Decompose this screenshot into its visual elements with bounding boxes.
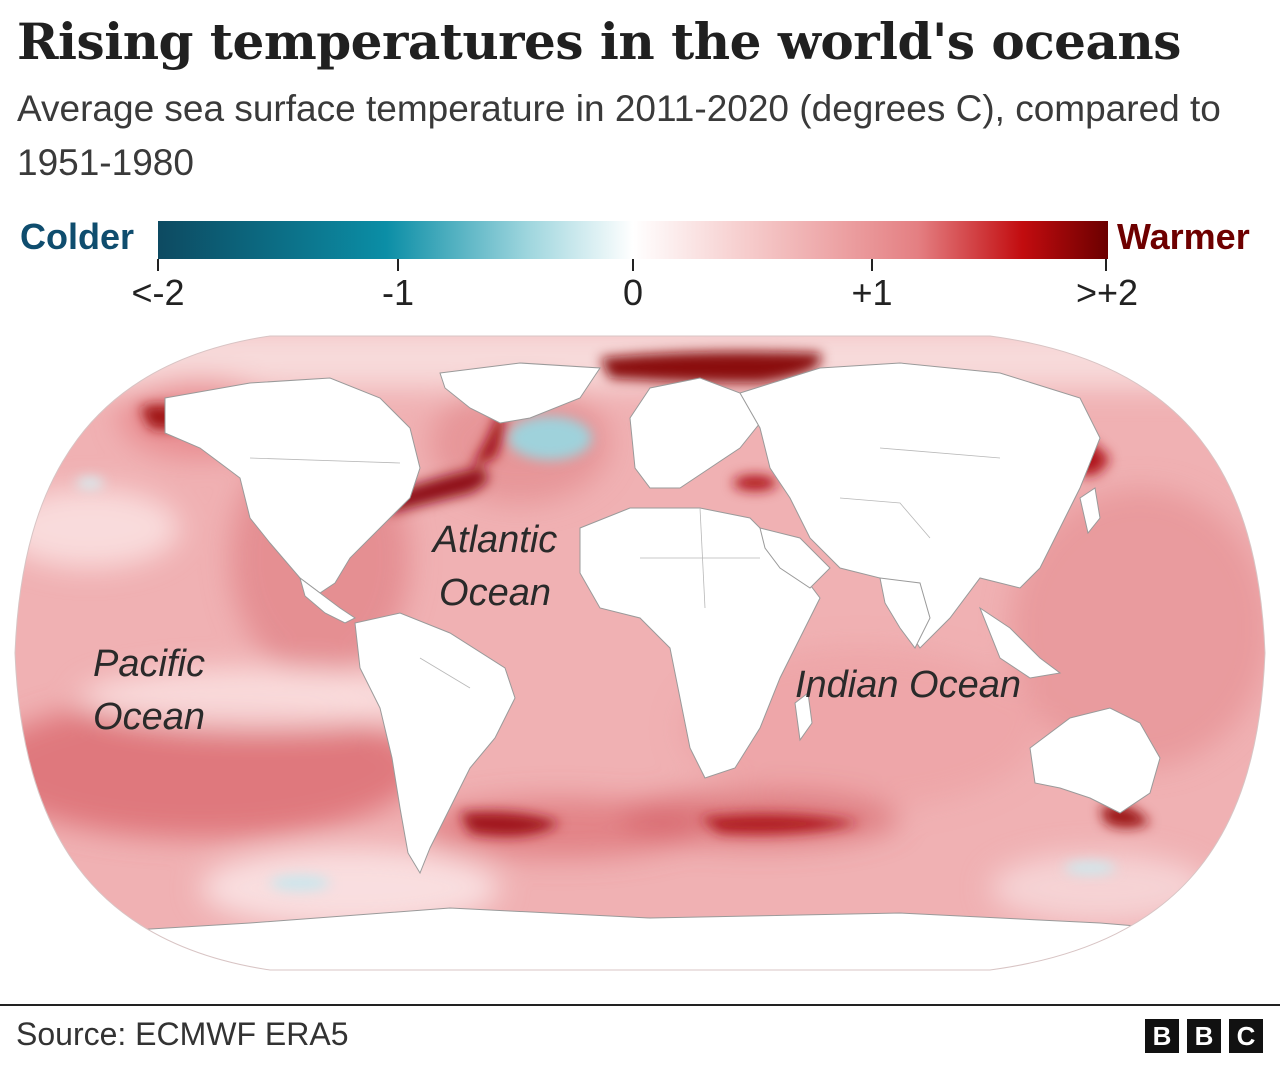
central-america <box>299 576 356 624</box>
chart-title: Rising temperatures in the world's ocean… <box>17 12 1181 71</box>
legend-tick-label: +1 <box>851 272 893 313</box>
ocean-label-pacific: Pacific Ocean <box>93 643 205 738</box>
legend-tick <box>632 259 634 271</box>
europe <box>629 377 761 489</box>
world-map <box>14 335 1266 971</box>
source-note: Source: ECMWF ERA5 <box>16 1016 349 1052</box>
legend-tick-label: -1 <box>381 272 414 313</box>
ocean-label-indian: Indian Ocean <box>794 664 1022 706</box>
south-america <box>354 612 516 875</box>
legend-colder-label: Colder <box>20 216 135 257</box>
africa <box>579 507 821 779</box>
antarctica <box>15 907 1265 970</box>
ocean-label-atlantic: Atlantic Ocean <box>432 519 558 614</box>
india <box>879 577 931 649</box>
cold-anomalies <box>76 416 1116 891</box>
footer-divider <box>0 1004 1280 1006</box>
japan <box>1079 487 1101 535</box>
legend-tick <box>397 259 399 271</box>
map-outline <box>14 335 1266 971</box>
country-borders <box>249 447 1001 689</box>
north-america <box>164 377 421 594</box>
southeast-asia <box>978 606 1062 679</box>
logo-letter: B <box>1145 1019 1179 1053</box>
australia <box>1029 707 1161 814</box>
legend-warmer-label: Warmer <box>1117 216 1250 257</box>
legend-color-scale <box>158 221 1108 259</box>
greenland <box>439 362 601 424</box>
legend-tick-label: 0 <box>622 272 644 313</box>
legend-tick <box>871 259 873 271</box>
logo-letter: C <box>1229 1019 1263 1053</box>
legend-tick <box>157 259 159 271</box>
asia <box>739 362 1101 649</box>
logo-letter: B <box>1187 1019 1221 1053</box>
legend-tick-label: >+2 <box>1075 272 1139 313</box>
legend-tick <box>1105 259 1107 271</box>
bbc-logo: B B C <box>1145 1019 1263 1053</box>
arabia <box>759 527 831 589</box>
land-masses <box>15 362 1265 970</box>
legend-tick-label: <-2 <box>131 272 185 313</box>
chart-subtitle: Average sea surface temperature in 2011-… <box>17 88 1221 183</box>
madagascar <box>794 692 813 742</box>
